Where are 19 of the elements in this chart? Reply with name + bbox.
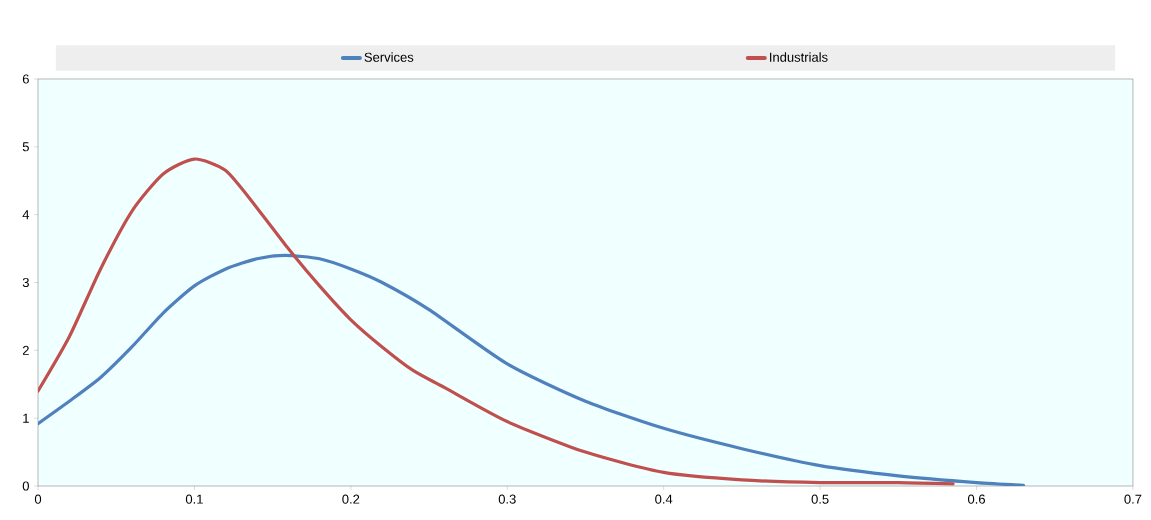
x-tick-label: 0.7: [1124, 494, 1142, 504]
y-tick-label: 2: [22, 345, 29, 355]
line-series: [38, 157, 955, 486]
y-tick-label: 3: [22, 277, 29, 288]
x-tick-label: 0.6: [967, 494, 985, 504]
x-tick-label: 0.4: [655, 494, 673, 504]
legend-label: Services: [364, 52, 414, 62]
x-tick-label: 0.1: [185, 494, 203, 504]
line-series: [38, 253, 1026, 486]
x-tick-label: 0.2: [342, 494, 360, 504]
x-tick-label: 0: [34, 494, 42, 504]
y-tick-label: 1: [23, 413, 29, 423]
legend-label: Industrials: [770, 52, 828, 62]
y-tick-label: 5: [22, 142, 29, 152]
x-tick-label: 0.5: [811, 494, 829, 504]
y-tick-label: 4: [22, 210, 30, 220]
y-tick-label: 6: [22, 74, 29, 84]
x-tick-label: 0.3: [498, 494, 516, 504]
y-tick-label: 0: [22, 481, 29, 491]
